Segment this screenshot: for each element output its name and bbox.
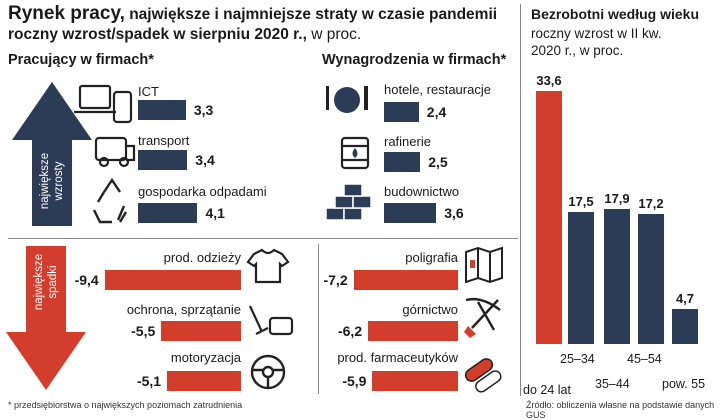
data-label: 33,6 <box>536 73 562 88</box>
horizontal-divider <box>8 238 518 239</box>
category-label: hotele, restauracje <box>384 82 491 97</box>
subtitle-unit: w proc. <box>311 26 362 43</box>
recycle-icon <box>92 177 128 224</box>
category-label: górnictwo <box>402 302 458 317</box>
bar <box>384 102 419 122</box>
category-label: poligrafia <box>405 250 458 265</box>
bar <box>536 91 562 344</box>
bar <box>372 371 458 391</box>
tick-label: 25–34 <box>560 352 595 366</box>
left-panel-title: Pracujący w firmach* <box>8 52 154 68</box>
subtitle-bold: roczny wzrost/spadek w sierpniu 2020 r., <box>8 26 307 43</box>
right-panel-subtitle: roczny wzrost w II kw. 2020 r., w proc. <box>531 25 662 59</box>
bar <box>138 203 198 223</box>
data-label: -5,1 <box>136 373 162 389</box>
data-label: 2,4 <box>426 104 447 120</box>
bar <box>384 203 437 223</box>
bar <box>104 270 241 290</box>
category-label: ICT <box>138 84 159 99</box>
middle-panel-title: Wynagrodzenia w firmach* <box>322 52 507 68</box>
data-label: -7,2 <box>323 272 348 288</box>
bar <box>384 152 421 172</box>
right-subtitle-line1: roczny wzrost w II kw. <box>531 26 662 41</box>
truck-icon <box>94 136 136 168</box>
bar <box>353 270 458 290</box>
right-subtitle-line2: 2020 r., w proc. <box>531 43 624 58</box>
bar <box>167 371 241 391</box>
bar <box>161 321 241 341</box>
data-label: -5,5 <box>131 323 156 339</box>
data-label: 4,1 <box>205 205 225 221</box>
bar <box>138 100 186 120</box>
right-panel-title: Bezrobotni według wieku <box>531 6 700 22</box>
tick-label: pow. 55 <box>662 377 706 391</box>
category-label: gospodarka odpadami <box>138 184 267 199</box>
category-label: motoryzacja <box>170 350 241 365</box>
pills-icon <box>464 358 502 393</box>
data-label: 2,5 <box>428 154 448 170</box>
source: Źródło: obliczenia własne na podstawie d… <box>526 400 715 420</box>
oil-barrel-icon <box>340 136 370 170</box>
bar <box>568 212 594 344</box>
data-label: 3,6 <box>444 205 464 221</box>
data-label: 17,5 <box>568 194 594 210</box>
plate-cutlery-icon <box>326 86 368 113</box>
lower-vertical-divider <box>318 244 319 394</box>
bar <box>604 209 630 344</box>
tick-label: do 24 lat <box>523 383 571 397</box>
steering-wheel-icon <box>250 354 286 390</box>
title-main: Rynek pracy, <box>8 3 125 24</box>
data-label: -9,4 <box>74 272 99 288</box>
category-label: rafinerie <box>384 134 431 149</box>
down-arrow-icon <box>6 246 86 390</box>
category-label: ochrona, sprzątanie <box>126 302 241 317</box>
bar <box>672 308 698 344</box>
bar <box>368 321 458 341</box>
chart-title: Rynek pracy, największe i najmniejsze st… <box>8 4 508 45</box>
footnote: * przedsiębiorstwa o największych poziom… <box>8 400 243 410</box>
cleaning-icon <box>249 305 294 336</box>
bar <box>638 214 664 344</box>
bricks-icon <box>325 183 372 221</box>
data-label: 3,4 <box>195 152 215 168</box>
tick-label: 45–54 <box>627 352 662 366</box>
category-label: prod. odzieży <box>163 250 241 265</box>
data-label: 17,2 <box>638 196 664 212</box>
pickaxe-shovel-icon <box>464 297 501 338</box>
data-label: 4,7 <box>675 290 695 306</box>
tick-label: 35–44 <box>595 377 630 391</box>
up-arrow-icon <box>12 82 92 226</box>
title-rest: największe i najmniejsze straty w czasie… <box>129 6 498 23</box>
category-label: transport <box>138 133 190 148</box>
bar <box>138 150 188 170</box>
category-label: prod. farmaceutyków <box>337 350 458 365</box>
data-label: -5,9 <box>342 373 367 389</box>
data-label: 17,9 <box>604 191 630 207</box>
data-label: -6,2 <box>337 323 363 339</box>
map-brochure-icon <box>465 246 503 284</box>
laptop-phone-icon <box>74 84 133 124</box>
right-panel-divider <box>520 4 521 396</box>
data-label: 3,3 <box>193 102 214 118</box>
category-label: budownictwo <box>384 184 460 199</box>
tshirt-icon <box>246 248 290 284</box>
